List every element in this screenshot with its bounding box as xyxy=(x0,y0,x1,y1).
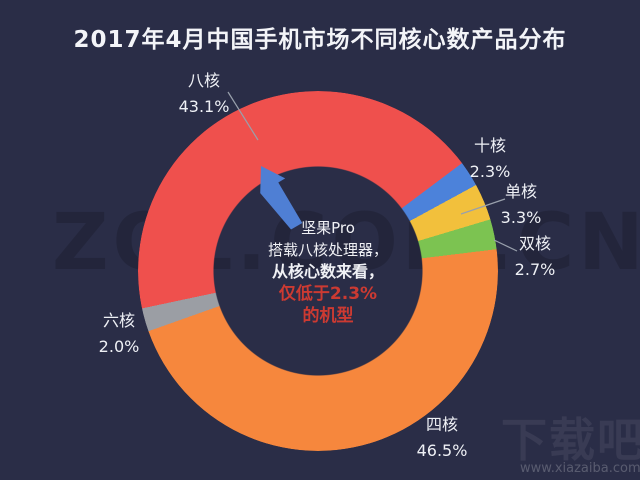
segment-name: 四核 xyxy=(425,415,458,434)
segment-value: 46.5% xyxy=(416,441,468,460)
segment-value: 2.3% xyxy=(469,162,511,181)
segment-label-dual-core: 双核 2.7% xyxy=(495,231,575,283)
segment-value: 43.1% xyxy=(178,97,230,116)
xiazaiba-url-watermark: www.xiazaiba.com xyxy=(520,461,640,476)
segment-value: 3.3% xyxy=(500,208,542,227)
segment-value: 2.0% xyxy=(98,337,140,356)
segment-label-quad-core: 四核 46.5% xyxy=(402,412,482,464)
segment-label-hexa-core: 六核 2.0% xyxy=(79,308,159,360)
segment-name: 双核 xyxy=(518,234,551,253)
segment-label-deca-core: 十核 2.3% xyxy=(450,133,530,185)
segment-name: 十核 xyxy=(473,136,506,155)
segment-name: 八核 xyxy=(187,71,220,90)
segment-value: 2.7% xyxy=(514,260,556,279)
chart-title: 2017年4月中国手机市场不同核心数产品分布 xyxy=(73,27,567,53)
annotation-line-highlight: 仅低于2.3% xyxy=(278,284,378,304)
annotation-line-highlight: 的机型 xyxy=(302,306,354,326)
segment-label-octa-core: 八核 43.1% xyxy=(164,68,244,120)
annotation-line: 坚果Pro xyxy=(301,219,355,237)
center-annotation: 坚果Pro 搭载八核处理器， 从核心数来看， 仅低于2.3% 的机型 xyxy=(228,217,428,327)
xiazaiba-logo-watermark: 下载吧 xyxy=(501,413,640,467)
segment-name: 六核 xyxy=(102,311,135,330)
annotation-line: 从核心数来看， xyxy=(271,262,384,281)
donut-chart[interactable] xyxy=(138,91,498,451)
annotation-line: 搭载八核处理器， xyxy=(267,241,388,259)
segment-name: 单核 xyxy=(504,182,537,201)
segment-label-single-core: 单核 3.3% xyxy=(481,179,561,231)
